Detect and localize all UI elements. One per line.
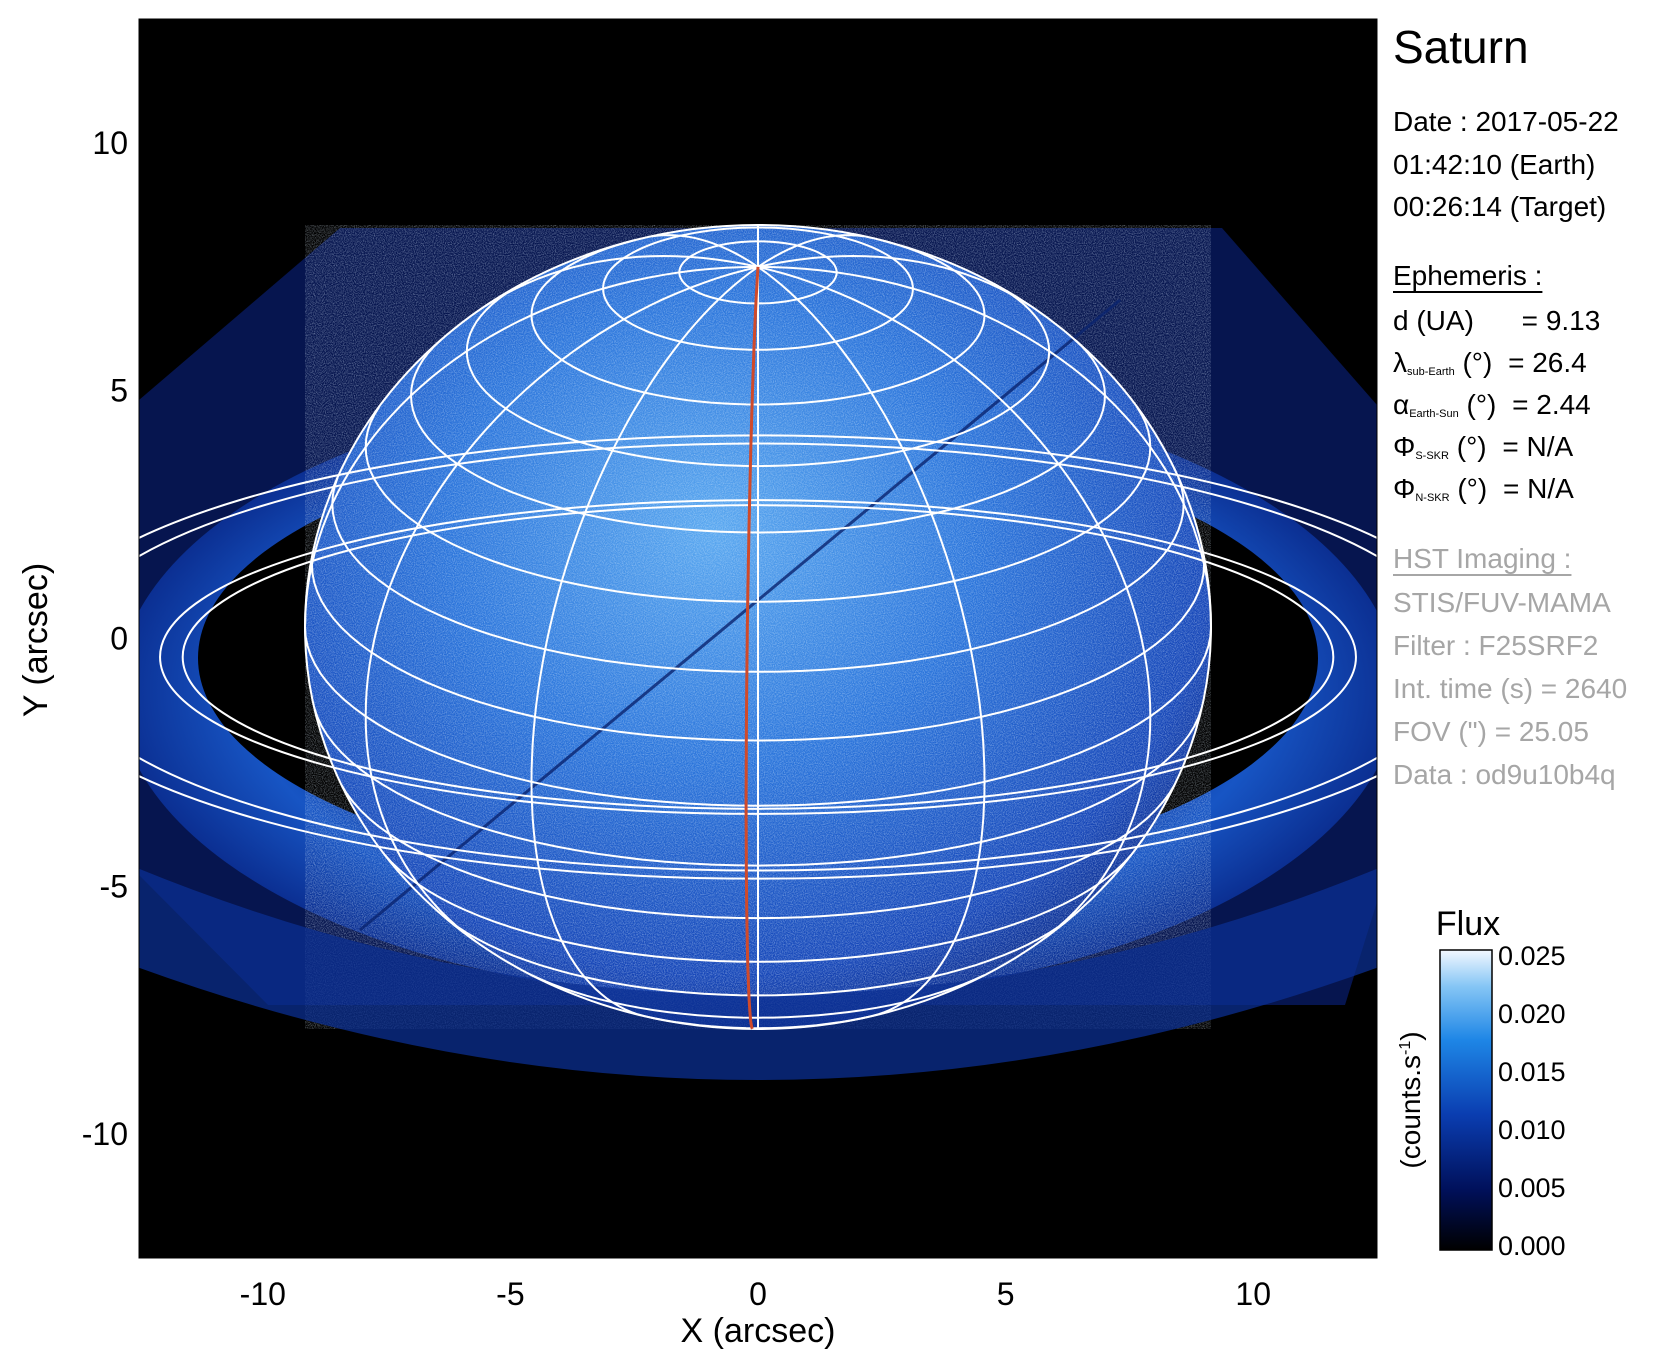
meridian-line <box>364 265 759 943</box>
ephemeris-value: = N/A <box>1494 431 1574 462</box>
target-name: Saturn <box>1393 21 1529 73</box>
ring-edge <box>181 504 1335 810</box>
y-tick-label: -5 <box>100 868 128 904</box>
ephemeris-subscript: N-SKR <box>1415 492 1450 504</box>
ephemeris-row: λsub-Earth (°) = 26.4 <box>1393 349 1587 378</box>
x-tick-label: 5 <box>997 1276 1015 1312</box>
x-axis-label: X (arcsec) <box>681 1312 836 1350</box>
axis-ticks: -10 -5 0 5 10 10 5 0 -5 -10 <box>82 125 1271 1312</box>
ring-edge <box>139 434 1377 880</box>
earth-time: 01:42:10 (Earth) <box>1393 149 1596 180</box>
y-tick-label: 5 <box>110 373 128 409</box>
colorbar-title: Flux <box>1436 905 1500 943</box>
x-tick-label: 10 <box>1235 1276 1271 1312</box>
ephemeris-row: ΦN-SKR (°) = N/A <box>1393 475 1574 504</box>
colorbar-ticks: 0.025 0.020 0.015 0.010 0.005 0.000 <box>1498 941 1566 1261</box>
plot-frame <box>138 18 1378 1259</box>
colorbar-gradient <box>1439 949 1493 1251</box>
meridian-line <box>651 234 759 268</box>
colorbar-tick-label: 0.005 <box>1498 1173 1566 1203</box>
ephemeris-unit: (°) <box>1458 389 1497 420</box>
meridian-line <box>757 265 1152 943</box>
x-tick-label: -10 <box>240 1276 286 1312</box>
info-panel: Saturn Date : 2017-05-22 01:42:10 (Earth… <box>1393 0 1676 1367</box>
colorbar-tick-label: 0.020 <box>1498 999 1566 1029</box>
ephemeris-unit: (°) <box>1449 473 1488 504</box>
ephemeris-symbol: Φ <box>1393 473 1416 504</box>
imaging-line: FOV (") = 25.05 <box>1393 716 1589 747</box>
ring-edge <box>159 499 1357 815</box>
ephemeris-value: = 2.44 <box>1504 389 1591 420</box>
x-tick-label: -5 <box>496 1276 524 1312</box>
detector-streak <box>359 298 1121 932</box>
colorbar-tick-label: 0.010 <box>1498 1115 1566 1145</box>
imaging-line: Data : od9u10b4q <box>1393 759 1616 790</box>
target-time: 00:26:14 (Target) <box>1393 191 1607 222</box>
ephemeris-value: = 9.13 <box>1513 305 1601 336</box>
colorbar-tick-label: 0.025 <box>1498 941 1566 971</box>
meridian-line <box>530 266 759 1018</box>
ephemeris-symbol: Φ <box>1393 431 1416 462</box>
imaging-line: Filter : F25SRF2 <box>1393 630 1599 661</box>
meridian-line <box>757 265 1212 628</box>
imaging-header: HST Imaging : <box>1393 543 1572 574</box>
ephemeris-subscript: sub-Earth <box>1407 366 1455 378</box>
lat-lon-grid <box>304 224 1212 1030</box>
central-meridian <box>744 266 760 1030</box>
colorbar-tick-label: 0.015 <box>1498 1057 1566 1087</box>
ephemeris-subscript: S-SKR <box>1415 450 1449 462</box>
ephemeris-value: = 26.4 <box>1500 347 1587 378</box>
ephemeris-row: d (UA) = 9.13 <box>1393 307 1600 335</box>
ephemeris-symbol: α <box>1393 389 1410 420</box>
ring-edge <box>139 442 1377 872</box>
ring-front <box>139 868 1377 1080</box>
colorbar-tick-label: 0.000 <box>1498 1231 1566 1261</box>
imaging-line: Int. time (s) = 2640 <box>1393 673 1628 704</box>
ephemeris-header: Ephemeris : <box>1393 260 1543 291</box>
ephemeris-unit: (°) <box>1454 347 1493 378</box>
meridian-line <box>757 234 865 268</box>
meridian-line <box>757 254 1032 307</box>
x-tick-label: 0 <box>749 1276 767 1312</box>
colorbar: Flux 0.025 0.020 0.015 0.010 0.005 0.000 (cou… <box>1395 905 1566 1261</box>
date-line: Date : 2017-05-22 <box>1393 106 1619 137</box>
ephemeris-value: = N/A <box>1495 473 1574 504</box>
ephemeris-subscript: Earth-Sun <box>1409 408 1459 420</box>
image-plot <box>139 19 1377 1258</box>
ephemeris-symbol: d (UA) <box>1393 305 1474 336</box>
ephemeris-row: ΦS-SKR (°) = N/A <box>1393 433 1573 462</box>
ephemeris-symbol: λ <box>1393 347 1407 378</box>
y-tick-label: 10 <box>92 125 128 161</box>
ring-outlines <box>139 434 1377 880</box>
ephemeris-unit: (°) <box>1448 431 1487 462</box>
colorbar-unit: (counts.s-1) <box>1395 1031 1426 1168</box>
meridian-line <box>484 254 759 307</box>
imaging-line: STIS/FUV-MAMA <box>1393 587 1611 618</box>
meridian-line <box>304 265 759 628</box>
ephemeris-row: αEarth-Sun (°) = 2.44 <box>1393 391 1591 420</box>
planet-limb <box>304 224 1212 1030</box>
y-tick-label: 0 <box>110 621 128 657</box>
y-tick-label: -10 <box>82 1116 128 1152</box>
meridian-line <box>757 266 986 1018</box>
y-axis-label: Y (arcsec) <box>17 563 55 717</box>
